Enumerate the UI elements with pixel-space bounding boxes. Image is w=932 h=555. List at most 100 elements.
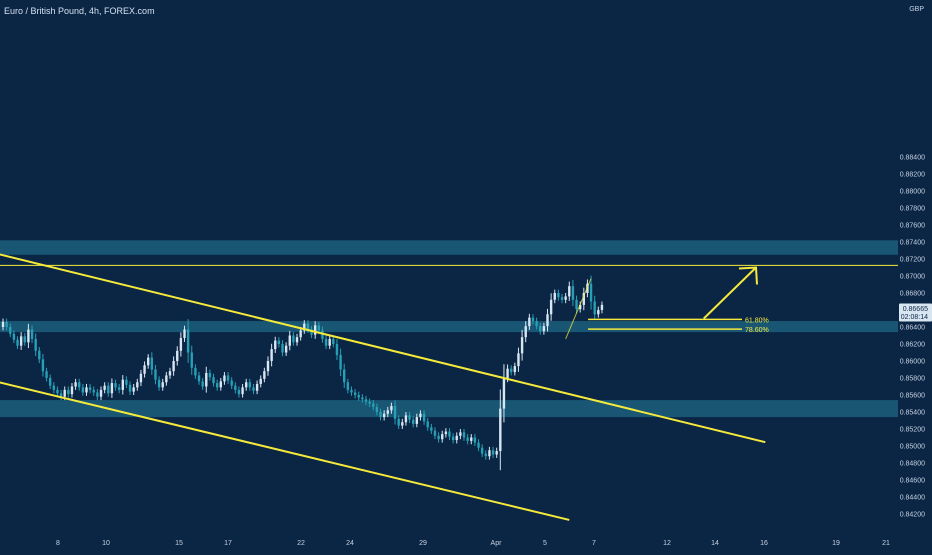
candle-body: [466, 437, 469, 441]
candle-body: [517, 353, 520, 367]
candle-body: [245, 382, 248, 388]
y-tick-label: 0.88200: [900, 172, 925, 179]
fib-swing-line: [565, 278, 592, 340]
candle-body: [491, 450, 495, 455]
candle-body: [578, 304, 582, 310]
candle-body: [310, 329, 313, 335]
candle-body: [263, 371, 266, 379]
candle-body: [74, 382, 77, 387]
candle-body: [150, 357, 154, 370]
candle-body: [277, 340, 281, 344]
candle-body: [531, 317, 535, 322]
candle-body: [234, 385, 237, 390]
candle-body: [539, 326, 542, 332]
candle-body: [364, 399, 368, 402]
x-tick-label: 17: [224, 540, 232, 547]
x-tick-label: 24: [346, 540, 354, 547]
candle-body: [270, 349, 273, 361]
candle-body: [70, 386, 74, 395]
candle-body: [190, 352, 193, 368]
candle-body: [205, 372, 208, 387]
y-tick-label: 0.86800: [900, 291, 925, 298]
y-tick-label: 0.87600: [900, 223, 925, 230]
candle-body: [382, 413, 386, 418]
y-tick-label: 0.87000: [900, 274, 925, 281]
candle-body: [502, 378, 506, 409]
candle-body: [252, 387, 255, 391]
candle-body: [375, 406, 379, 412]
candle-body: [172, 361, 175, 372]
candle-body: [353, 392, 357, 395]
projection-arrowhead: [738, 266, 758, 285]
candle-body: [571, 286, 575, 300]
candle-body: [437, 435, 440, 440]
candle-body: [473, 437, 477, 443]
candle-body: [317, 325, 321, 331]
candle-body: [16, 339, 19, 346]
last-price-value: 0.86665: [903, 306, 928, 313]
candle-body: [52, 385, 56, 390]
y-axis: GBP 0.88400 0.88200 0.88000 0.87800 0.87600 0.…: [900, 6, 925, 519]
candle-body: [114, 383, 117, 388]
candle-body: [295, 337, 299, 343]
y-tick-label: 0.85000: [900, 444, 925, 451]
x-tick-label: 10: [102, 540, 110, 547]
candle-body: [575, 299, 578, 310]
candle-body: [597, 310, 600, 315]
candle-body: [415, 417, 419, 424]
candle-body: [194, 367, 197, 376]
candle-body: [197, 375, 201, 382]
candle-body: [121, 379, 124, 390]
y-tick-label: 0.86200: [900, 342, 925, 349]
channel-upper-line: [0, 253, 766, 444]
x-tick-label: 14: [711, 540, 719, 547]
candle-body: [324, 338, 328, 346]
candle-body: [92, 389, 95, 393]
candle-body: [441, 434, 444, 440]
candle-body: [350, 389, 353, 393]
candle-countdown: 02:08:14: [901, 314, 928, 321]
candle-body: [128, 384, 132, 392]
y-tick-label: 0.87400: [900, 240, 925, 247]
x-axis: 8 10 15 17 22 24 29 Apr 5 7 12 14 16 19 21: [56, 540, 890, 547]
candle-body: [136, 382, 139, 388]
candle-body: [422, 413, 426, 422]
candle-body: [168, 371, 172, 376]
fib-level-label: 61.80%: [745, 317, 769, 324]
candle-body: [462, 432, 466, 438]
candle-body: [390, 406, 393, 411]
candle-body: [448, 431, 451, 437]
candle-body: [451, 436, 455, 441]
candle-body: [255, 383, 259, 391]
candle-body: [524, 326, 527, 338]
candle-body: [226, 375, 230, 381]
candle-body: [520, 337, 524, 354]
candle-body: [408, 415, 411, 420]
candle-body: [542, 326, 546, 332]
candle-body: [357, 395, 360, 398]
candle-body: [19, 336, 23, 346]
candle-body: [88, 387, 92, 390]
candle-body: [553, 293, 556, 300]
candle-body: [219, 381, 222, 388]
candle-body: [510, 368, 513, 373]
y-tick-label: 0.85400: [900, 410, 925, 417]
candle-body: [589, 283, 593, 302]
candle-body: [85, 387, 88, 393]
candle-body: [535, 321, 538, 327]
y-tick-label: 0.88400: [900, 155, 925, 162]
candle-body: [600, 304, 604, 310]
candle-body: [30, 329, 34, 339]
candle-body: [9, 327, 12, 334]
candle-body: [430, 427, 433, 431]
candle-body: [157, 379, 161, 388]
candle-body: [59, 393, 63, 397]
candle-body: [335, 344, 339, 356]
candle-body: [513, 366, 517, 373]
candle-body: [303, 323, 306, 331]
candle-body: [38, 350, 41, 360]
candle-body: [470, 437, 473, 441]
candle-body: [179, 338, 183, 351]
